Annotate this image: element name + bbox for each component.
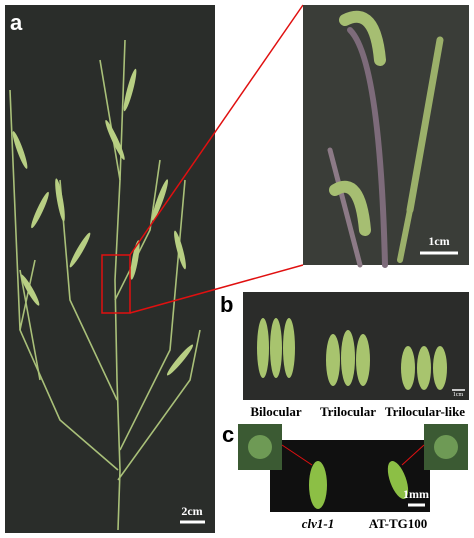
photo-panel-a (5, 5, 215, 533)
zoom-box (101, 254, 131, 314)
siliques-b (257, 318, 447, 390)
photo-panel-c (270, 440, 430, 512)
zoom-line (129, 264, 304, 314)
panel-label: c (222, 422, 234, 447)
siliques (12, 68, 194, 376)
panel-label: a (10, 10, 23, 35)
caption: AT-TG100 (369, 516, 428, 531)
silique-c (387, 461, 409, 499)
caption: clv1-1 (302, 516, 334, 531)
scale-bar-label: 1mm (403, 487, 429, 501)
panel-label: b (220, 292, 233, 317)
scale-bar-label: 1cm (453, 392, 464, 398)
caption: Trilocular-like (385, 404, 465, 419)
scale-bar-label: 1cm (428, 234, 449, 248)
pointer (281, 444, 313, 466)
caption: Bilocular (250, 404, 302, 419)
silique-c (309, 461, 327, 509)
pointer (401, 444, 425, 466)
caption: Trilocular (320, 404, 376, 419)
zoom-plant (327, 10, 444, 268)
zoom-line (129, 4, 304, 256)
scale-bar-label: 2cm (181, 504, 202, 518)
inset-section (248, 435, 272, 459)
inset-section (434, 435, 458, 459)
